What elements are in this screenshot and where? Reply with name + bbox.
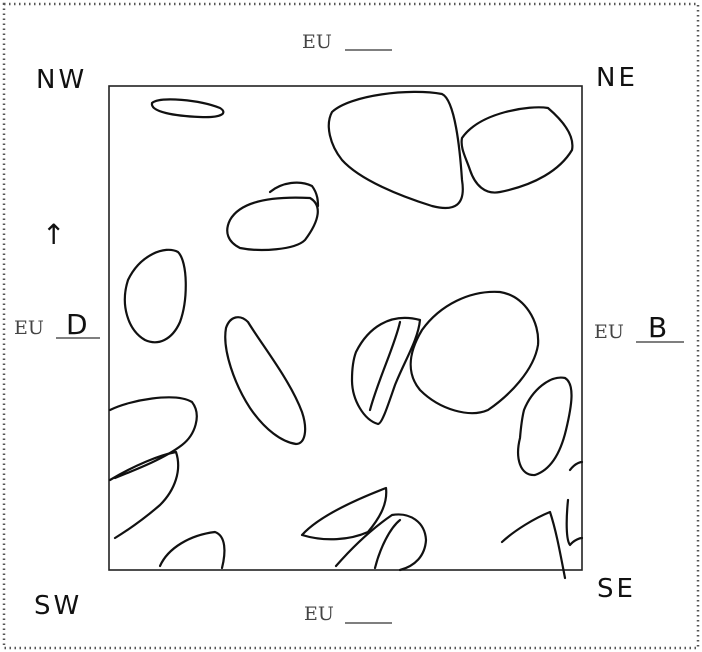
eu-bottom-label: EU — [304, 603, 334, 625]
stone-1 — [150, 98, 225, 119]
stone-8 — [409, 290, 540, 415]
eu-right-label: EU — [594, 321, 624, 343]
stone-12 — [300, 486, 388, 541]
stone-7 — [350, 316, 422, 426]
stone-4 — [226, 196, 319, 252]
excavation-unit-square — [108, 85, 583, 571]
eu-left-value: D — [66, 308, 88, 341]
stone-10 — [108, 396, 198, 480]
stone-3 — [460, 106, 574, 194]
eu-left-label: EU — [14, 317, 44, 339]
corner-label-nw: NW — [36, 65, 87, 95]
eu-top-label: EU — [302, 31, 332, 53]
stone-14 — [500, 510, 567, 580]
eu-right-value: B — [648, 311, 667, 344]
stone-11 — [158, 530, 226, 570]
corner-label-se: SE — [597, 574, 636, 604]
stone-9 — [517, 376, 573, 477]
stone-outlines — [108, 90, 584, 580]
stone-13 — [334, 513, 428, 572]
stone-13b — [373, 518, 402, 570]
corner-label-ne: NE — [596, 63, 638, 93]
north-arrow-icon: ↑ — [42, 218, 65, 251]
stone-10b — [108, 450, 180, 540]
stone-6 — [224, 316, 307, 446]
corner-label-sw: SW — [34, 591, 82, 621]
stone-2 — [327, 90, 464, 210]
stone-4b — [268, 181, 320, 208]
stone-15 — [565, 460, 584, 547]
stone-5 — [123, 248, 187, 344]
stone-7b — [368, 320, 402, 412]
